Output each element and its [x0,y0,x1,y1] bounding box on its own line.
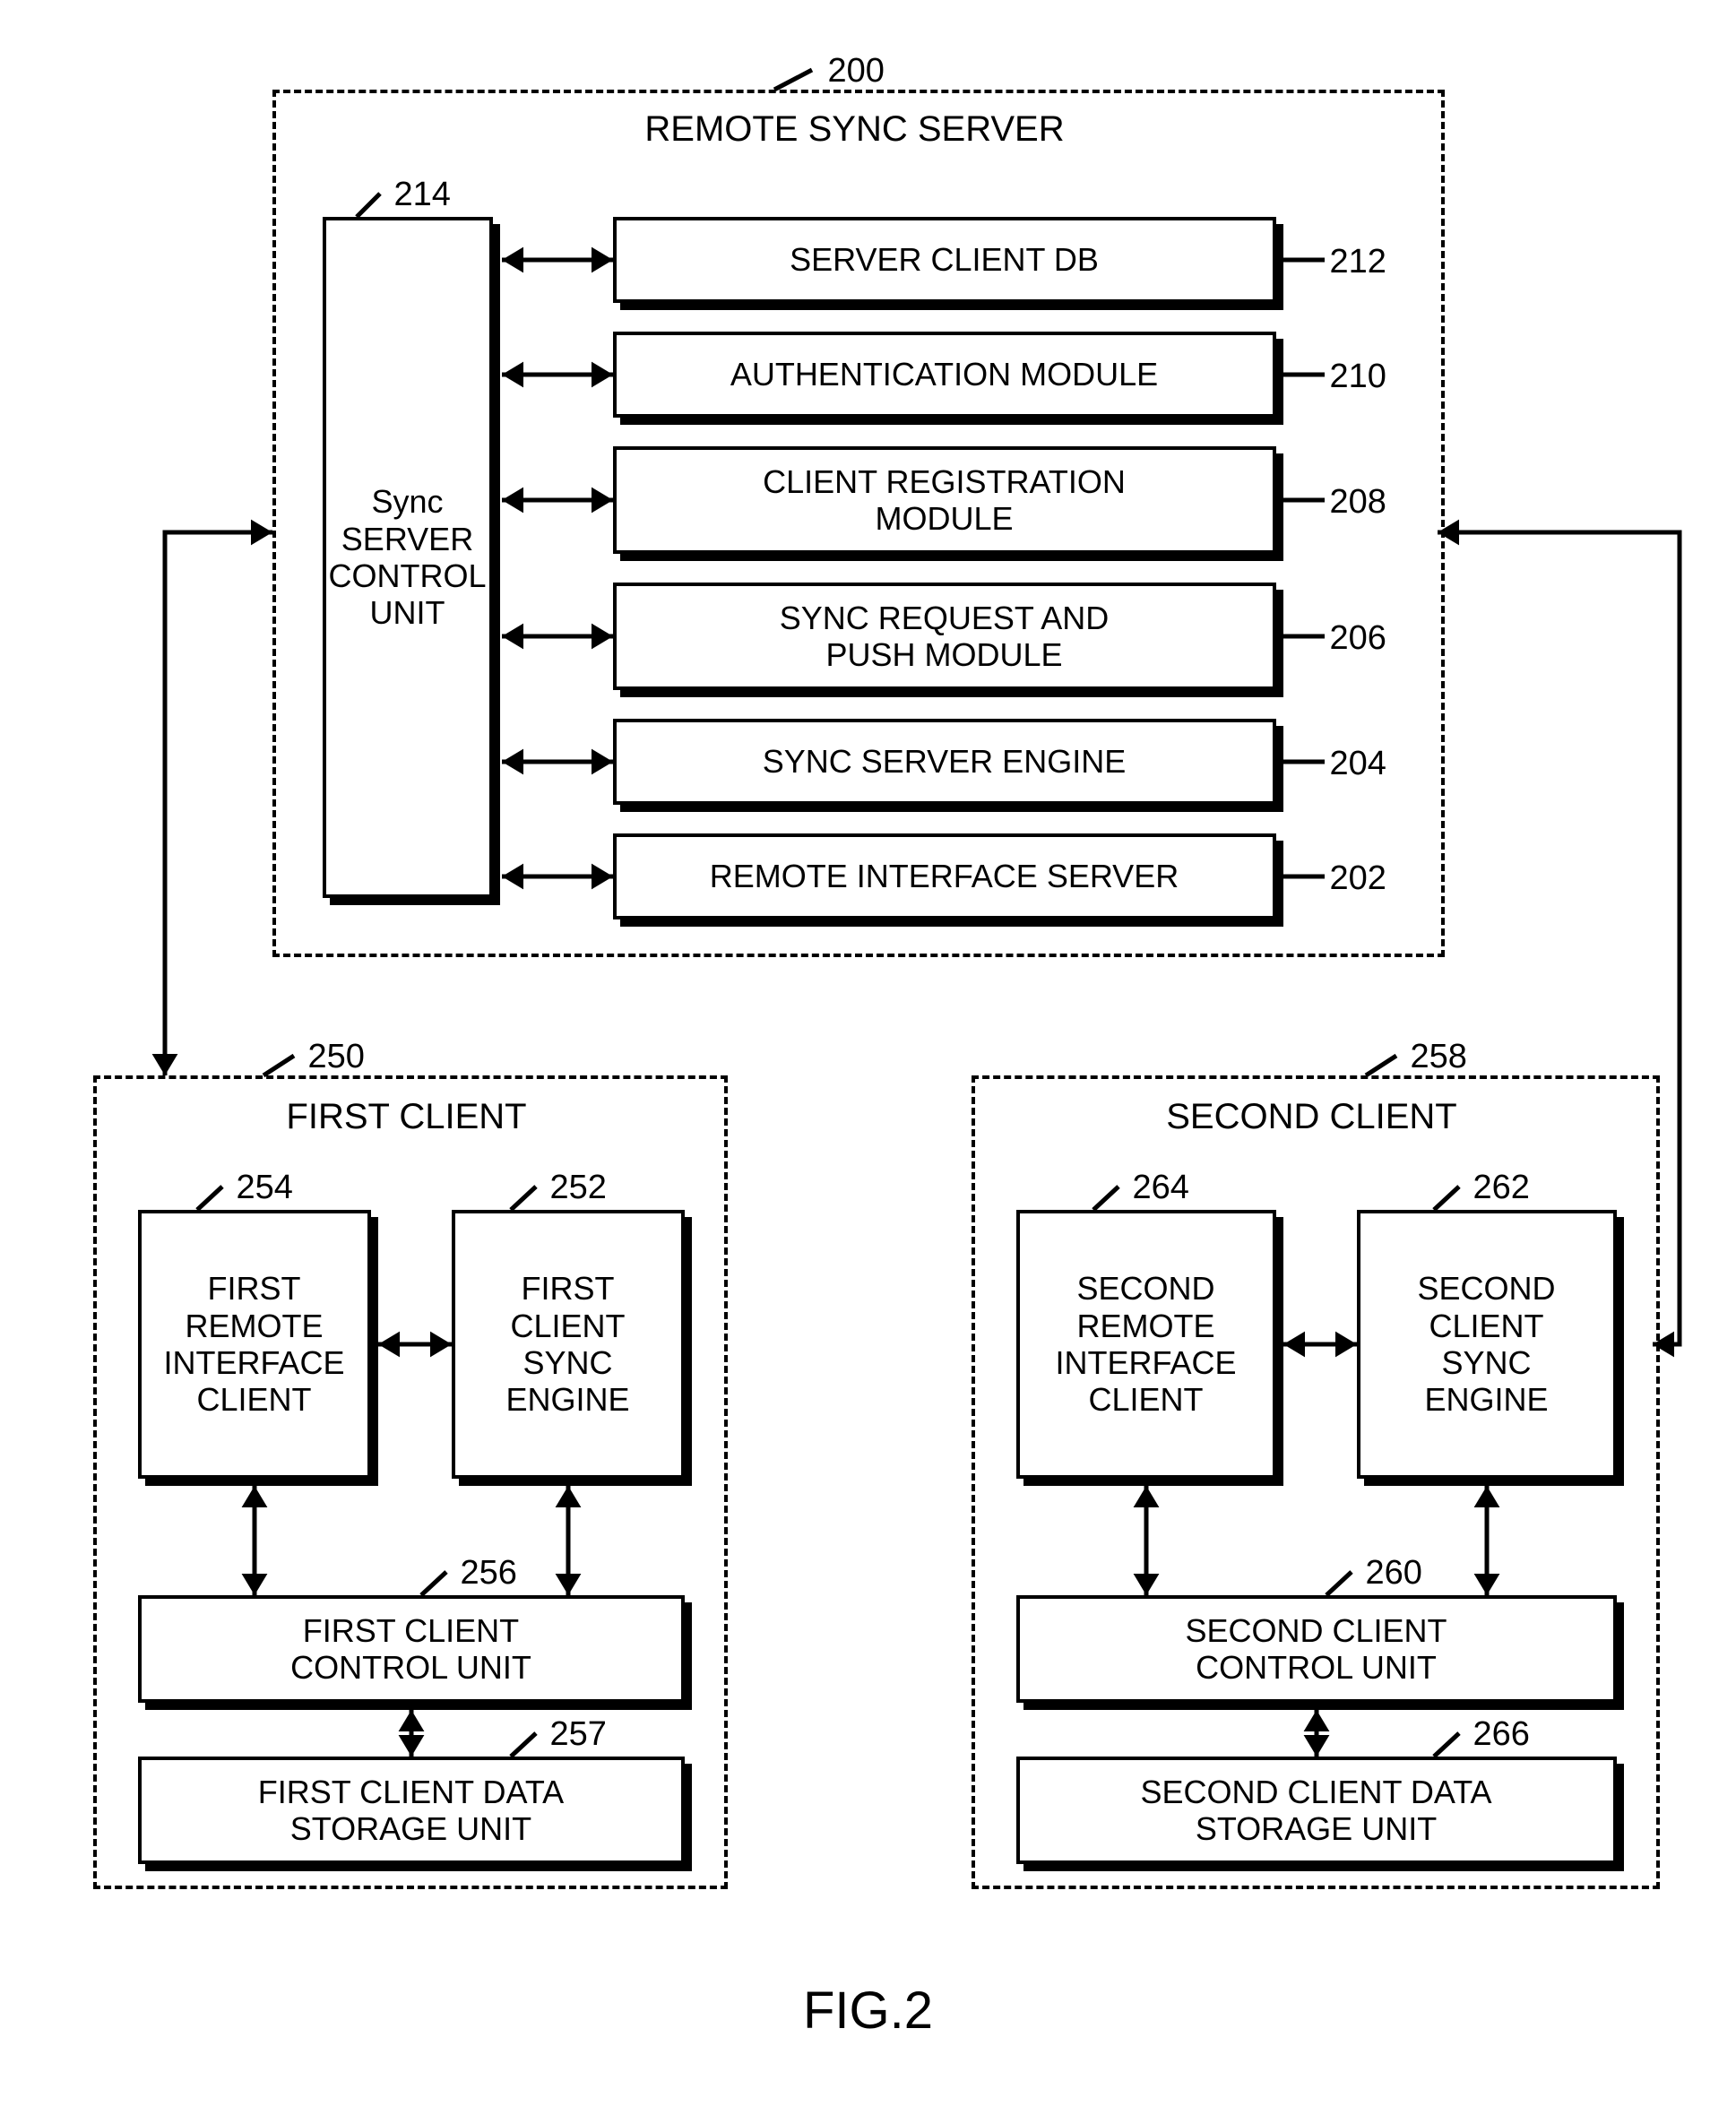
ref-257: 257 [550,1715,607,1754]
server-title: REMOTE SYNC SERVER [272,109,1438,150]
ref-212: 212 [1330,243,1386,281]
sync-server-control-unit: SyncSERVERCONTROLUNIT [323,217,493,898]
client2-ctrl: SECOND CLIENTCONTROL UNIT [1016,1595,1617,1703]
server-module-202: REMOTE INTERFACE SERVER [613,833,1276,919]
ref-252: 252 [550,1169,607,1207]
client1-store: FIRST CLIENT DATASTORAGE UNIT [138,1757,685,1864]
server-module-206: SYNC REQUEST ANDPUSH MODULE [613,583,1276,690]
ref-204: 204 [1330,745,1386,783]
ref-256: 256 [461,1554,517,1593]
client1-title: FIRST CLIENT [93,1097,721,1137]
client1-ric: FIRSTREMOTEINTERFACECLIENT [138,1210,371,1479]
client1-engine: FIRSTCLIENTSYNCENGINE [452,1210,685,1479]
client2-store: SECOND CLIENT DATASTORAGE UNIT [1016,1757,1617,1864]
ref-210: 210 [1330,358,1386,396]
ref-266: 266 [1473,1715,1530,1754]
ref-208: 208 [1330,483,1386,522]
ref-254: 254 [237,1169,293,1207]
client1-ctrl: FIRST CLIENTCONTROL UNIT [138,1595,685,1703]
ref-214: 214 [394,176,451,214]
ref-264: 264 [1133,1169,1189,1207]
ref-206: 206 [1330,619,1386,658]
ref-260: 260 [1366,1554,1422,1593]
client2-title: SECOND CLIENT [972,1097,1653,1137]
ref-250: 250 [308,1038,365,1076]
ref-202: 202 [1330,859,1386,898]
ref-200: 200 [828,52,885,91]
server-module-208: CLIENT REGISTRATIONMODULE [613,446,1276,554]
server-module-204: SYNC SERVER ENGINE [613,719,1276,805]
client2-ric: SECONDREMOTEINTERFACECLIENT [1016,1210,1276,1479]
client2-engine: SECONDCLIENTSYNCENGINE [1357,1210,1617,1479]
server-module-210: AUTHENTICATION MODULE [613,332,1276,418]
figure-caption: FIG.2 [39,1981,1697,2041]
ref-258: 258 [1411,1038,1467,1076]
server-module-212: SERVER CLIENT DB [613,217,1276,303]
ref-262: 262 [1473,1169,1530,1207]
